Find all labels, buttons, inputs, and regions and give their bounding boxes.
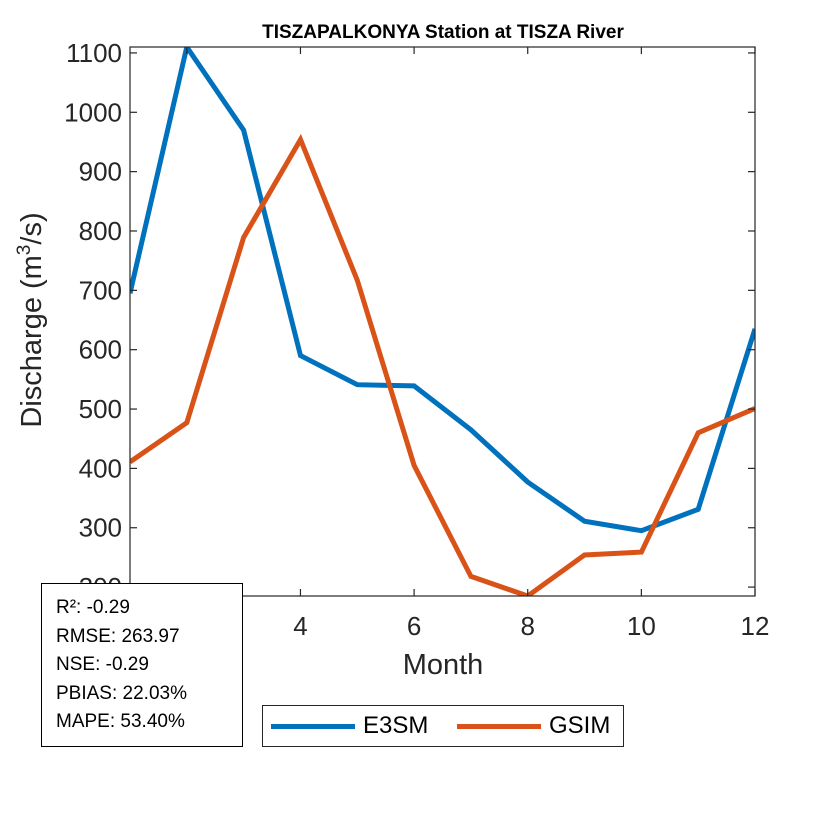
series-line-e3sm: [130, 47, 755, 534]
x-tick-label: 10: [627, 611, 656, 641]
stats-box: R²: -0.29 RMSE: 263.97 NSE: -0.29 PBIAS:…: [41, 583, 243, 747]
stat-rmse: RMSE: 263.97: [56, 625, 180, 647]
y-tick-label: 900: [79, 157, 122, 187]
y-tick-label: 800: [79, 216, 122, 246]
stat-mape: MAPE: 53.40%: [56, 711, 185, 732]
legend-swatch-gsim: [457, 723, 541, 729]
y-axis-label: Discharge (m3/s): [14, 212, 48, 427]
stat-pbias: PBIAS: 22.03%: [56, 682, 187, 704]
x-tick-label: 8: [520, 611, 534, 641]
plot-area: 2003004005006007008009001000110024681012: [64, 38, 769, 641]
series-line-gsim: [130, 133, 755, 596]
x-tick-label: 4: [293, 611, 307, 641]
x-tick-label: 6: [407, 611, 421, 641]
y-tick-label: 400: [79, 453, 122, 483]
y-tick-label: 700: [79, 275, 122, 305]
stat-r2: R²: -0.29: [56, 597, 130, 618]
legend-item-gsim: GSIM: [457, 706, 610, 746]
x-tick-label: 12: [741, 611, 770, 641]
y-tick-label: 300: [79, 513, 122, 543]
y-tick-label: 600: [79, 335, 122, 365]
y-tick-label: 1000: [64, 97, 122, 127]
y-tick-label: 500: [79, 394, 122, 424]
legend: E3SM GSIM: [262, 705, 624, 747]
legend-label-gsim: GSIM: [549, 712, 611, 739]
legend-item-e3sm: E3SM: [271, 706, 428, 746]
y-tick-label: 1100: [66, 38, 122, 68]
stat-nse: NSE: -0.29: [56, 654, 149, 675]
legend-swatch-e3sm: [271, 723, 355, 729]
axes-box: [129, 46, 756, 597]
x-axis-label: Month: [403, 649, 484, 681]
legend-label-e3sm: E3SM: [363, 712, 429, 739]
chart-title: TISZAPALKONYA Station at TISZA River: [262, 22, 624, 43]
